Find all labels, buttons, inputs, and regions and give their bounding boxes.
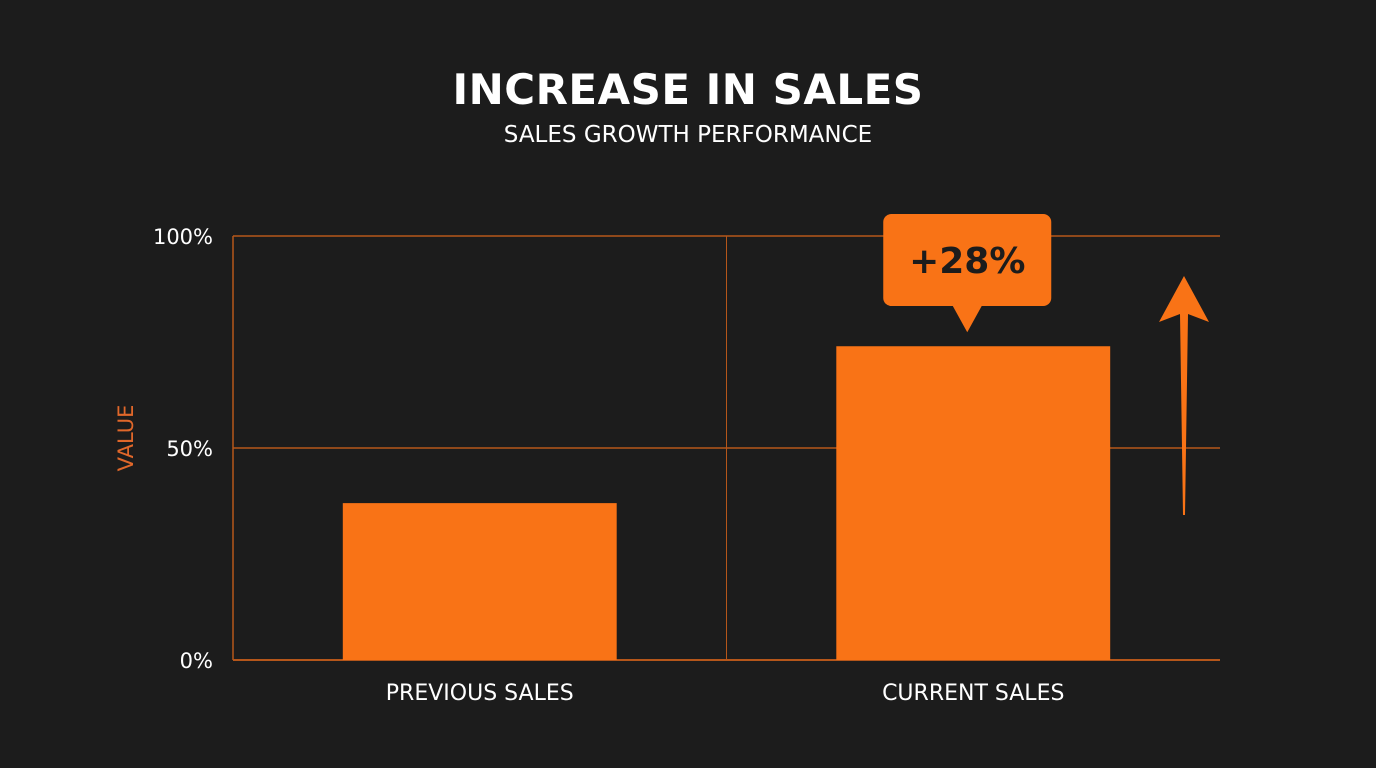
y-tick-label: 50% [166, 437, 213, 461]
up-arrow-icon [1159, 276, 1209, 515]
y-tick-labels: 0% 50% 100% [153, 225, 213, 673]
x-category-label: CURRENT SALES [882, 681, 1064, 706]
x-category-label: PREVIOUS SALES [386, 681, 574, 706]
y-tick-label: 0% [180, 649, 213, 673]
bar-current-sales [836, 346, 1111, 660]
callout-label: +28% [909, 241, 1025, 282]
bar-previous-sales [342, 503, 617, 660]
y-axis-label: VALUE [114, 405, 138, 472]
y-tick-label: 100% [153, 225, 213, 249]
bars [342, 346, 1111, 660]
callout-bubble [883, 214, 1052, 306]
x-category-labels: PREVIOUS SALES CURRENT SALES [386, 681, 1065, 706]
growth-annotation: +28% [883, 214, 1209, 515]
chart-title: INCREASE IN SALES [452, 65, 923, 114]
callout-pointer [952, 305, 983, 333]
chart-subtitle: SALES GROWTH PERFORMANCE [504, 122, 872, 148]
